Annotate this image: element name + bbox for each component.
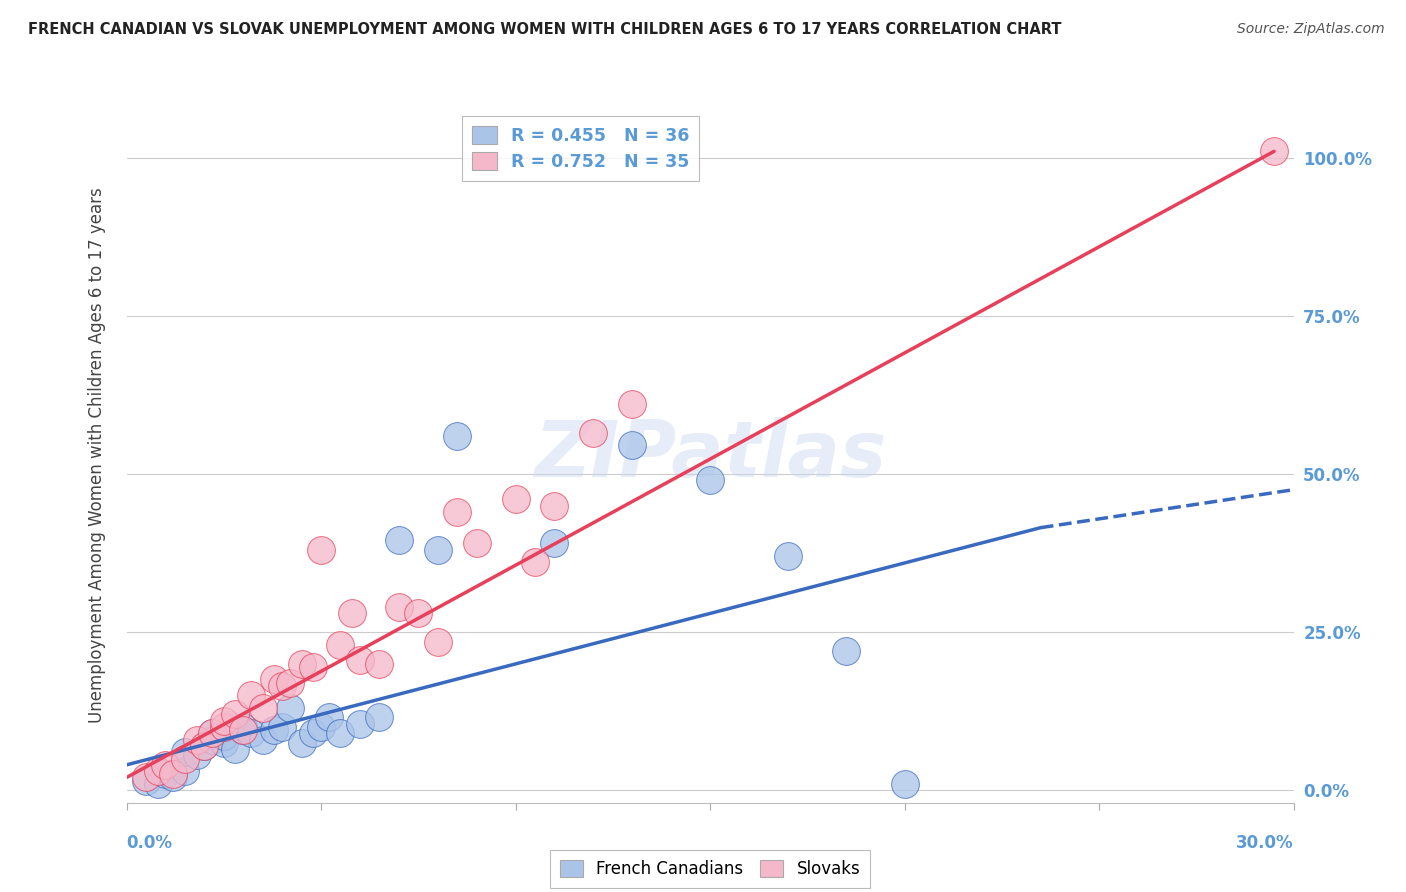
Point [278,701,301,715]
Point [252,701,274,715]
Point [621,438,644,452]
Point [446,429,468,443]
Point [543,536,565,550]
Point [212,730,235,744]
Point [240,726,263,740]
Point [193,739,215,753]
Point [232,720,254,734]
Point [174,751,197,765]
Text: FRENCH CANADIAN VS SLOVAK UNEMPLOYMENT AMONG WOMEN WITH CHILDREN AGES 6 TO 17 YE: FRENCH CANADIAN VS SLOVAK UNEMPLOYMENT A… [28,22,1062,37]
Point [162,771,184,785]
Point [212,720,235,734]
Point [309,720,332,734]
Point [302,660,325,674]
Point [290,736,312,750]
Point [368,710,391,724]
Point [212,736,235,750]
Point [193,739,215,753]
Point [621,397,644,411]
Point [893,777,915,791]
Point [232,723,254,737]
Point [302,726,325,740]
Point [388,533,411,548]
Point [543,499,565,513]
Point [240,688,263,702]
Point [263,723,285,737]
Point [135,771,157,785]
Point [835,644,858,658]
Point [271,720,294,734]
Point [186,748,208,763]
Point [388,599,411,614]
Text: 0.0%: 0.0% [127,834,173,852]
Point [523,556,546,570]
Point [201,726,224,740]
Point [408,606,430,620]
Point [155,767,177,781]
Point [135,773,157,788]
Point [426,634,449,648]
Point [271,679,294,693]
Point [174,764,197,779]
Y-axis label: Unemployment Among Women with Children Ages 6 to 17 years: Unemployment Among Women with Children A… [87,187,105,723]
Point [318,710,340,724]
Point [212,714,235,728]
Point [174,745,197,759]
Point [232,723,254,737]
Point [505,492,527,507]
Point [309,542,332,557]
Point [465,536,488,550]
Point [263,673,285,687]
Text: Source: ZipAtlas.com: Source: ZipAtlas.com [1237,22,1385,37]
Point [446,505,468,519]
Text: ZIPatlas: ZIPatlas [534,417,886,493]
Point [329,638,352,652]
Point [186,732,208,747]
Point [201,732,224,747]
Point [278,675,301,690]
Point [368,657,391,671]
Point [582,425,605,440]
Point [426,542,449,557]
Text: 30.0%: 30.0% [1236,834,1294,852]
Legend: French Canadians, Slovaks: French Canadians, Slovaks [550,850,870,888]
Point [290,657,312,671]
Point [146,777,169,791]
Point [224,707,246,722]
Point [252,732,274,747]
Point [162,767,184,781]
Point [699,473,721,487]
Point [146,764,169,779]
Point [776,549,799,563]
Point [1263,145,1285,159]
Point [349,716,371,731]
Point [224,742,246,756]
Point [329,726,352,740]
Point [201,726,224,740]
Point [155,757,177,772]
Point [340,606,363,620]
Point [349,653,371,667]
